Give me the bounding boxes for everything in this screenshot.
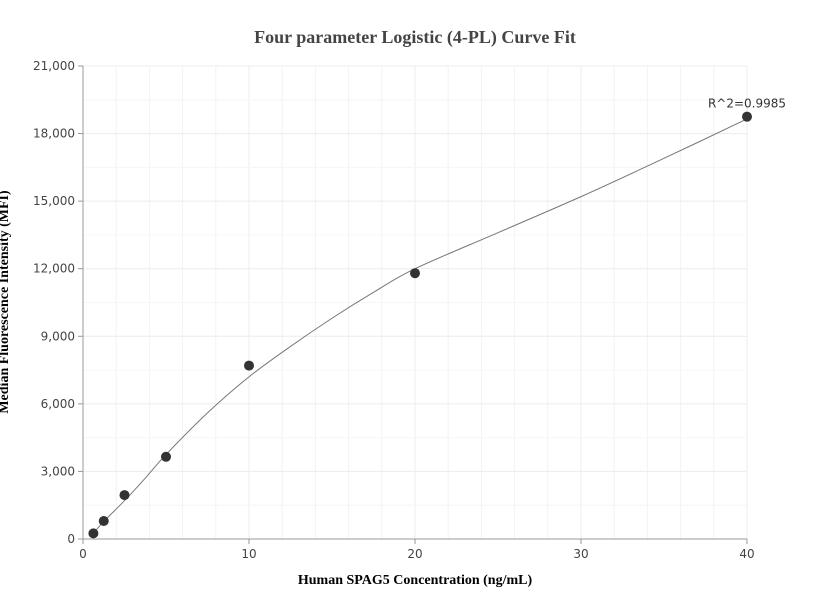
x-tick-label: 30 — [573, 547, 588, 561]
y-tick-label: 9,000 — [41, 329, 75, 343]
y-tick-label: 15,000 — [33, 194, 75, 208]
data-point — [98, 515, 109, 526]
x-tick-label: 40 — [739, 547, 754, 561]
y-tick-label: 6,000 — [41, 397, 75, 411]
y-tick-label: 21,000 — [33, 59, 75, 73]
grid-lines — [83, 65, 748, 539]
x-axis-title: Human SPAG5 Concentration (ng/mL) — [298, 573, 533, 588]
r-squared-annotation: R^2=0.9985 — [708, 97, 786, 111]
x-tick-label: 10 — [241, 547, 256, 561]
y-axis-title: Median Fluorescence Intensity (MFI) — [0, 190, 12, 414]
x-tick-label: 0 — [79, 547, 87, 561]
x-tick-label: 20 — [407, 547, 422, 561]
data-point — [410, 268, 420, 279]
data-point — [161, 451, 171, 462]
data-point — [244, 360, 254, 371]
y-tick-label: 0 — [67, 532, 75, 546]
y-tick-label: 3,000 — [41, 464, 75, 478]
data-points — [88, 111, 752, 539]
data-point — [119, 490, 130, 501]
y-tick-label: 18,000 — [33, 127, 75, 141]
data-point — [742, 111, 752, 122]
fit-curve — [92, 118, 748, 534]
y-axis-ticks: 0 3,000 6,000 9,000 12,000 15,000 18,000 21,000 — [33, 59, 83, 546]
data-point — [88, 528, 99, 539]
x-axis-ticks: 0 10 20 30 40 — [79, 539, 755, 561]
y-tick-label: 12,000 — [33, 262, 75, 276]
chart-title: Four parameter Logistic (4-PL) Curve Fit — [254, 27, 576, 48]
